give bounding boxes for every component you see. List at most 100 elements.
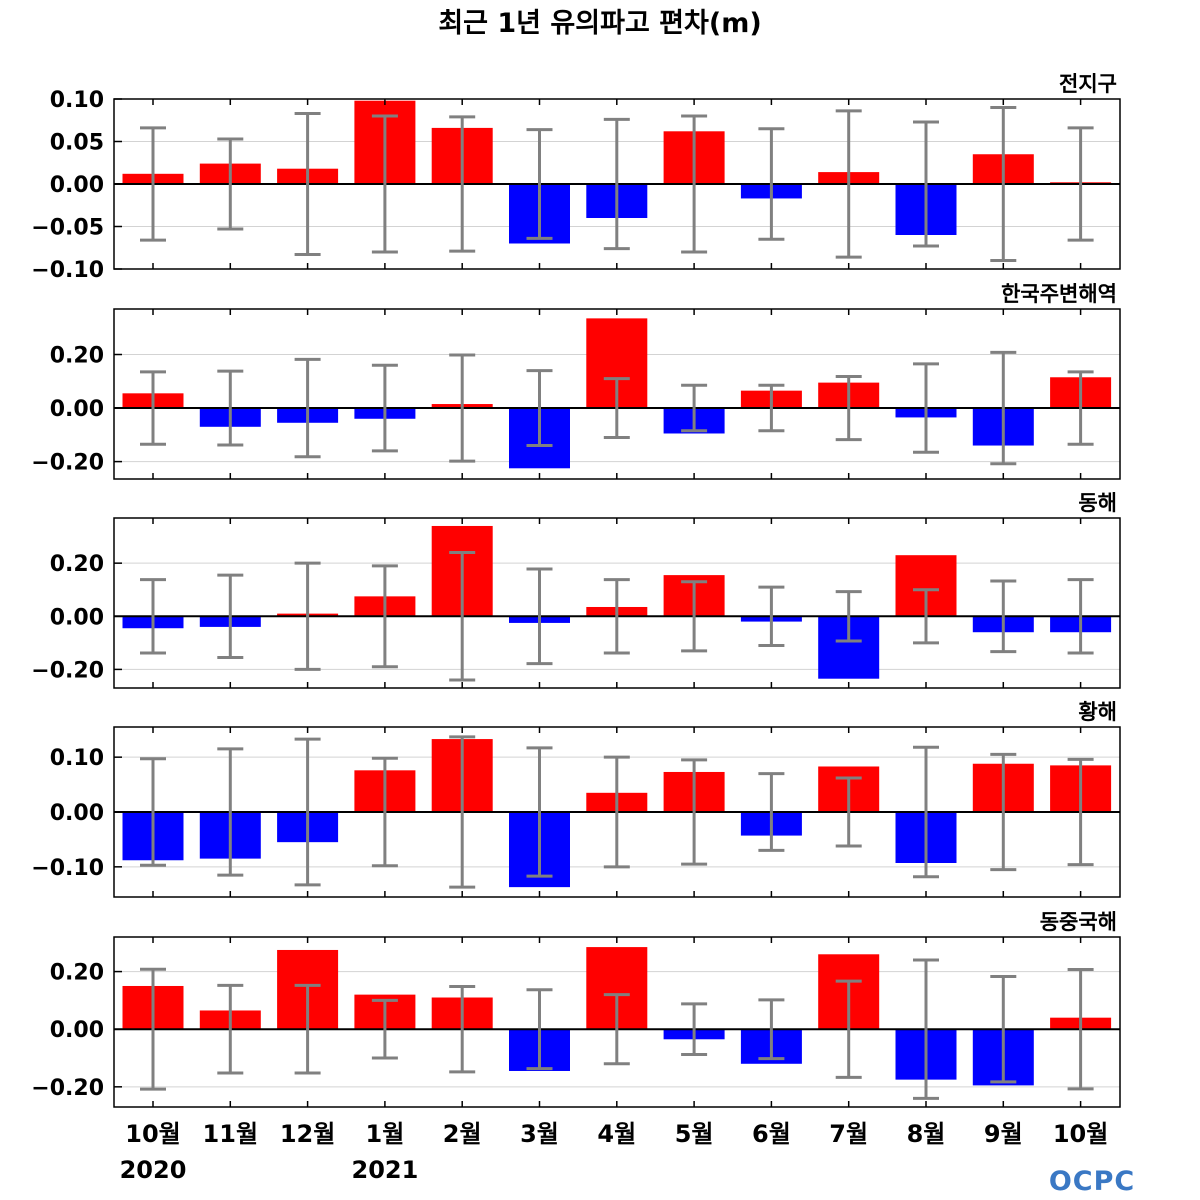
errorbar-7 (603, 117, 630, 251)
errorbar-13 (1067, 757, 1094, 867)
y-tick-label: 0.00 (50, 605, 104, 630)
errorbar-11 (913, 588, 939, 645)
ocpc-logo: OCPC (1049, 1166, 1135, 1197)
y-tick-label: 0.00 (50, 173, 104, 198)
errorbar-6 (526, 369, 553, 448)
errorbar-1 (140, 578, 166, 655)
errorbar-8 (681, 114, 708, 254)
errorbar-8 (681, 580, 708, 653)
errorbar-3 (294, 561, 321, 671)
month-label: 6월 (752, 1120, 791, 1148)
errorbar-4 (371, 363, 398, 453)
errorbar-10 (835, 776, 862, 848)
y-tick-label: 0.05 (50, 131, 104, 156)
y-tick-label: −0.10 (31, 856, 104, 881)
month-label: 12월 (280, 1120, 335, 1148)
errorbar-5 (449, 353, 476, 463)
x-axis-labels: 10월 11월 12월 1월 2월 3월 4월 5월 6월 7월 8월 9월 10월 2020 2021 (120, 1120, 1109, 1184)
errorbar-5 (449, 551, 476, 682)
month-label: 1월 (366, 1120, 405, 1148)
errorbar-12 (990, 752, 1017, 872)
y-tick-label: 0.20 (50, 552, 104, 577)
errorbar-6 (526, 567, 553, 666)
errorbar-13 (1067, 968, 1094, 1091)
year-label: 2020 (120, 1156, 187, 1184)
errorbar-8 (681, 383, 708, 433)
panel-label: 동중국해 (1040, 910, 1117, 934)
errorbar-4 (371, 998, 398, 1060)
errorbar-13 (1067, 578, 1094, 655)
panel-label: 황해 (1078, 700, 1117, 724)
errorbar-1 (140, 757, 166, 867)
panel-label: 전지구 (1059, 72, 1117, 96)
panel-1: −0.10 −0.05 0.00 0.05 0.10 전지구 (31, 72, 1121, 283)
errorbar-6 (526, 988, 553, 1071)
errorbar-1 (140, 126, 166, 242)
errorbar-5 (449, 985, 476, 1074)
errorbar-9 (758, 998, 785, 1061)
y-tick-label: −0.20 (31, 1076, 104, 1101)
errorbar-9 (758, 772, 785, 852)
chart-panels: −0.10 −0.05 0.00 0.05 0.10 전지구 −0.20 0.00 0.20 한국… (31, 72, 1121, 1108)
month-label: 10월 (1053, 1120, 1108, 1148)
errorbar-3 (294, 737, 321, 887)
errorbar-9 (758, 585, 785, 647)
month-label: 8월 (907, 1120, 946, 1148)
panel-4: −0.10 0.00 0.10 황해 (31, 700, 1121, 898)
month-label: 3월 (520, 1120, 559, 1148)
panel-3: −0.20 0.00 0.20 동해 (31, 491, 1121, 689)
y-tick-label: 0.00 (50, 801, 104, 826)
errorbar-7 (603, 578, 630, 655)
errorbar-10 (835, 979, 862, 1079)
month-label: 7월 (829, 1120, 868, 1148)
errorbar-8 (681, 758, 708, 866)
panel-label: 동해 (1078, 491, 1117, 515)
errorbar-9 (758, 383, 785, 433)
y-tick-label: 0.20 (50, 961, 104, 986)
errorbar-2 (217, 983, 244, 1075)
y-tick-label: −0.20 (31, 451, 104, 476)
month-label: 5월 (675, 1120, 714, 1148)
errorbar-7 (603, 993, 630, 1066)
errorbar-5 (449, 115, 476, 253)
errorbar-13 (1067, 126, 1094, 242)
errorbar-4 (371, 564, 398, 669)
y-tick-label: −0.20 (31, 658, 104, 683)
errorbar-4 (371, 114, 398, 254)
errorbar-13 (1067, 370, 1094, 446)
errorbar-2 (217, 747, 244, 877)
panel-5: −0.20 0.00 0.20 동중국해 (31, 910, 1121, 1108)
panel-2: −0.20 0.00 0.20 한국주변해역 (31, 282, 1121, 480)
errorbar-7 (603, 755, 630, 869)
errorbar-11 (913, 120, 939, 248)
month-label: 2월 (443, 1120, 482, 1148)
errorbar-3 (294, 983, 321, 1075)
y-tick-label: 0.00 (50, 1018, 104, 1043)
y-tick-label: 0.20 (50, 344, 104, 369)
errorbar-2 (217, 137, 244, 231)
ocpc-logo-text: OCPC (1049, 1166, 1135, 1197)
errorbar-3 (294, 111, 321, 257)
y-tick-label: 0.10 (50, 746, 104, 771)
errorbar-6 (526, 128, 553, 240)
errorbar-12 (990, 106, 1017, 262)
errorbar-11 (913, 745, 939, 879)
errorbar-9 (758, 127, 785, 241)
errorbar-12 (990, 579, 1017, 654)
errorbar-2 (217, 573, 244, 659)
year-label: 2021 (352, 1156, 419, 1184)
errorbar-4 (371, 756, 398, 868)
y-tick-label: −0.05 (31, 216, 104, 241)
errorbar-5 (449, 735, 476, 889)
errorbar-12 (990, 974, 1017, 1084)
errorbar-10 (835, 109, 862, 259)
month-label: 11월 (203, 1120, 258, 1148)
errorbar-1 (140, 370, 166, 446)
month-label: 4월 (597, 1120, 636, 1148)
errorbar-10 (835, 590, 862, 643)
errorbar-2 (217, 369, 244, 447)
y-tick-label: 0.10 (50, 88, 104, 113)
panel-label: 한국주변해역 (1001, 282, 1117, 306)
errorbar-11 (913, 362, 939, 454)
